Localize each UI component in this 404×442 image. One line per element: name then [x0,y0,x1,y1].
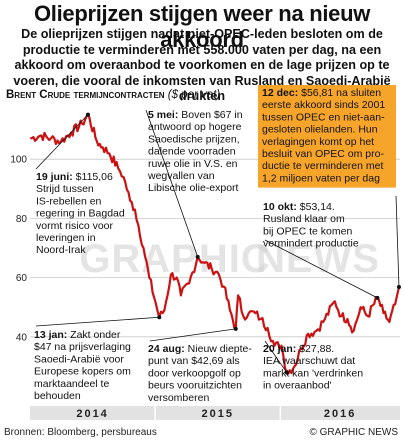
annotation-line: besluit van OPEC om pro- [262,148,384,160]
annotation-line: tussen OPEC en niet-aan- [262,111,385,123]
annotation-line: leveringen in [36,232,96,244]
annotation-line: Europese kopers om [34,366,131,378]
annotation-pointer [395,195,400,288]
y-tick-label: 60 [16,273,28,284]
annotation-pointer [35,316,160,327]
annotation-line: versomberen [148,392,209,404]
annotation-dot [195,254,200,259]
series-label: Brent Crude termijncontracten ($ per vat… [6,89,220,101]
annotation-line: ruwe olie in V.S. en [148,158,238,170]
annotation-line: Rusland klaar om [263,213,345,225]
year-bands: 2014 2015 2016 [30,406,400,420]
annotation-line: IEA waarschuwt dat [263,355,355,367]
watermark-news: NEWS [256,237,380,281]
annotation-line: IS-rebellen en [36,195,102,207]
y-tick-label: 40 [16,332,28,343]
annotation-dot [157,315,162,320]
annotation-line: marktaandeel te [34,378,109,390]
sources-text: Bronnen: Bloomberg, persbureaus [4,427,157,438]
annotation-dot [233,326,238,331]
annotation-line: Strijd tussen [36,183,94,195]
annotation-line: bij OPEC te komen [263,225,352,237]
annotation-line: 20 jan: $27,88. [263,343,334,355]
annotation-pointer [145,109,199,258]
annotation-line: door verkoopgolf op [148,367,241,379]
series-name: Brent Crude termijncontracten [6,89,165,101]
annotation-pointer [35,114,89,170]
annotation-line: ductie te verminderen met [262,160,383,172]
intro-text: De olieprijzen stijgen nadat niet-OPEC-l… [13,27,391,103]
annotation-line: Saoedi-Arabië voor [34,353,124,365]
annotation-a6: 24 aug: Nieuw diepte-punt van $42,69 als… [148,326,252,404]
y-tick-label: 80 [16,214,28,225]
watermark-graphic: GRAPHIC [79,237,270,281]
x-tick-label: 2015 [202,408,234,420]
annotation-line: wegvallen van [147,170,215,182]
annotation-dot [396,285,401,290]
annotation-line: dalende voorraden [148,146,236,158]
annotation-line: verlagingen komt op het [262,136,374,148]
annotation-dot [85,112,90,117]
annotation-line: 13 jan: Zakt onder [34,329,121,341]
page-title: Olieprijzen stijgen weer na nieuw akkoor… [33,1,371,52]
year-band [30,406,400,420]
annotation-line: vermindert productie [263,238,359,250]
annotation-line: antwoord op hogere [148,121,242,133]
annotation-line: Libische olie-export [148,182,239,194]
annotation-dot [284,370,289,375]
annotation-line: 10 okt: $53,14. [263,201,335,213]
annotation-line: Saoedische prijzen, [148,133,240,145]
annotation-line: punt van $42,69 als [148,355,240,367]
axis-labels: 40 60 80 100 [10,155,27,344]
annotation-dot [375,295,380,300]
annotation-line: Noord-Irak [36,244,86,256]
x-tick-label: 2014 [76,408,108,420]
annotation-line: $47 na prijsverlaging [34,341,131,353]
annotation-line: behouden [34,390,81,402]
annotation-line: markt kan 'verdrinken [263,367,363,379]
annotation-box [258,85,396,188]
annotation-line: in overaanbod' [263,380,332,392]
annotation-line: 24 aug: Nieuw diepte- [148,343,252,355]
y-tick-label: 100 [10,155,27,166]
annotation-a5: 13 jan: Zakt onder$47 na prijsverlagingS… [34,315,162,402]
annotation-pointer [264,340,288,373]
series-unit: ($ per vat) [167,89,221,101]
annotation-line: vormt risico voor [36,220,114,232]
annotation-line: 5 mei: Boven $67 in [148,109,243,121]
annotation-line: beurs vooruitzichten [148,380,242,392]
annotation-line: eerste akkoord sinds 2001 [262,99,385,111]
credit-text: © GRAPHIC NEWS [309,427,399,438]
annotation-pointer [149,328,236,342]
annotation-line: 1,2 miljoen vaten per dag [262,172,380,184]
x-tick-label: 2016 [324,408,356,420]
price-series-line [30,113,401,375]
annotation-line: gesloten olielanden. Hun [262,124,378,136]
annotation-line: 19 juni: $115,06 [36,171,113,183]
annotation-line: regering in Bagdad [36,208,125,220]
annotation-line: 12 dec: $56,81 na sluiten [262,87,381,99]
annotation-pointer [264,239,378,299]
price-line [30,113,401,375]
